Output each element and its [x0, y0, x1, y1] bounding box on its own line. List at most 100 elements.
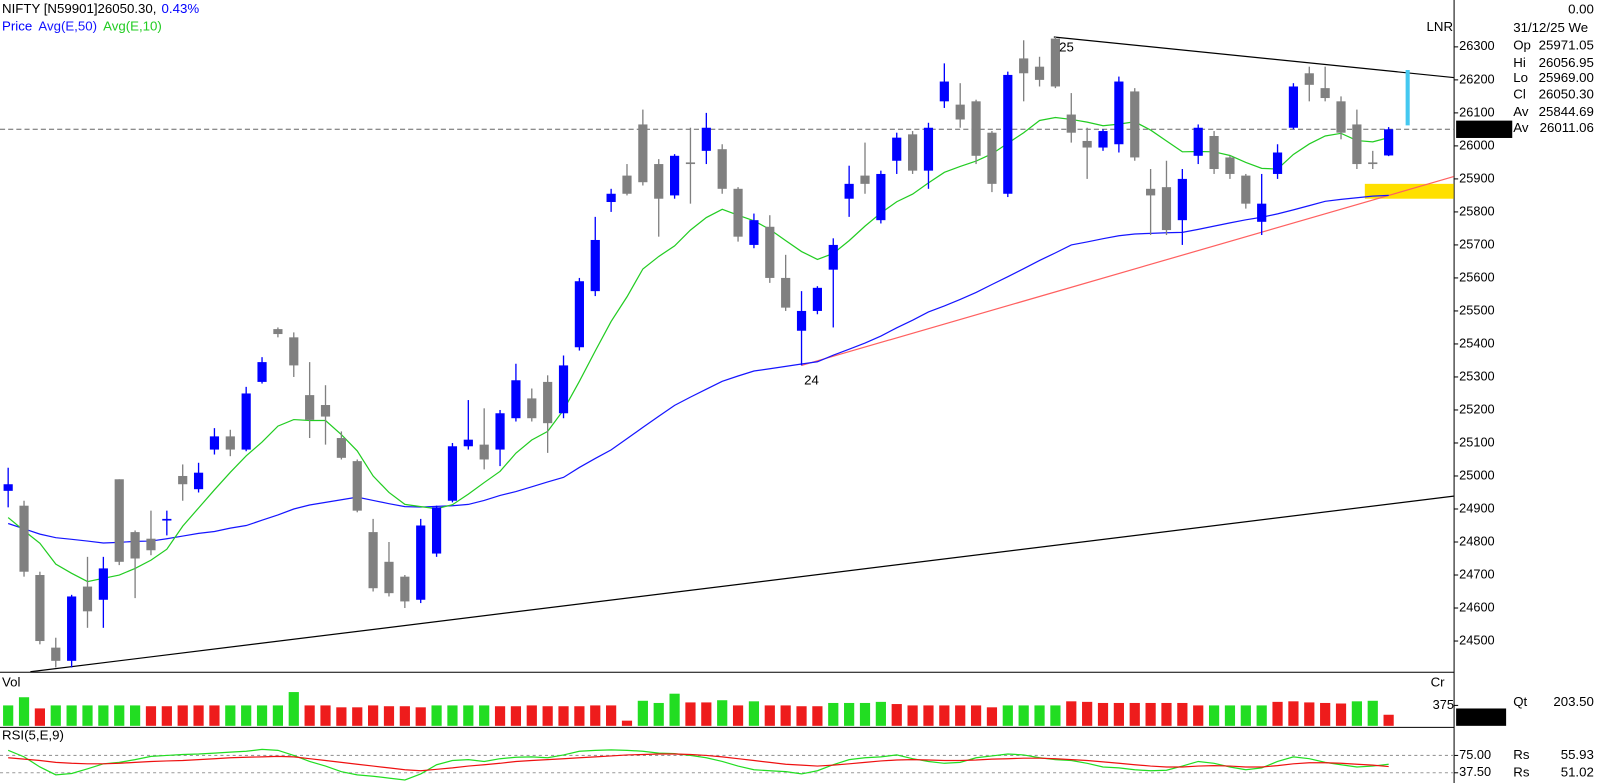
rsi-legend-value: 55.93	[1561, 747, 1594, 762]
candle-body	[765, 226, 775, 278]
value-tag	[1456, 120, 1513, 138]
pivot-label: 25	[1059, 39, 1074, 54]
candle-body	[447, 446, 458, 501]
candle-body	[82, 586, 93, 612]
y-tick-label: 24700	[1459, 566, 1494, 581]
y-tick-label: 24500	[1459, 632, 1494, 647]
candle-body	[162, 518, 172, 521]
candle-body	[130, 532, 140, 559]
value-tag-label: 26050.3	[1458, 121, 1504, 136]
rsi-legend: Rs	[1513, 747, 1530, 762]
volume-bar	[415, 707, 426, 726]
trendline	[30, 495, 1454, 673]
y-tick-label: 25300	[1459, 368, 1494, 383]
volume-bar	[383, 706, 395, 726]
candle-body	[1019, 58, 1029, 74]
volume-bar	[82, 705, 93, 726]
volume-bar	[3, 705, 14, 726]
volume-bar	[241, 705, 252, 726]
candle-body	[511, 380, 521, 419]
volume-bar	[368, 705, 379, 726]
volume-bar	[1113, 702, 1124, 726]
moving-average	[7, 194, 1389, 544]
candle-body	[384, 561, 394, 594]
candle-body	[1336, 101, 1346, 133]
candle-body	[1272, 152, 1283, 174]
candle-body	[1050, 38, 1060, 87]
volume-bar	[923, 705, 934, 726]
candle-body	[622, 175, 632, 194]
candle-body	[352, 461, 362, 511]
volume-legend: Qt	[1513, 694, 1527, 709]
volume-bar	[130, 705, 141, 726]
candle-body	[336, 438, 346, 458]
volume-bar	[606, 705, 617, 726]
candle-body	[479, 444, 489, 460]
candle-body	[1161, 187, 1172, 231]
candle-body	[1114, 81, 1124, 145]
volume-bar	[1161, 702, 1172, 726]
candle-body	[1304, 73, 1314, 85]
candle-body	[971, 101, 981, 156]
candle-body	[717, 149, 727, 189]
volume-bar	[431, 705, 442, 726]
candle-body	[606, 193, 616, 203]
volume-bar	[447, 705, 458, 726]
candle-body	[638, 124, 648, 183]
volume-bar	[701, 702, 712, 726]
volume-bar	[939, 705, 950, 726]
candle-body	[146, 538, 156, 551]
pivot-label: 24	[804, 372, 819, 387]
volume-bar	[1066, 701, 1077, 726]
info-value: 25844.69	[1539, 104, 1594, 119]
candle-body	[654, 164, 664, 199]
candle-body	[796, 310, 807, 331]
volume-bar	[1034, 705, 1045, 726]
candle-body	[3, 484, 13, 491]
header: NIFTY [N59901]26050.30, 0.43%	[2, 1, 199, 16]
volume-bar	[875, 701, 886, 726]
candle-body	[1241, 175, 1251, 204]
y-tick-label: 24800	[1459, 533, 1494, 548]
candle-body	[876, 173, 886, 221]
volume-bar	[1367, 700, 1378, 726]
volume-bar	[1288, 701, 1299, 726]
volume-bar	[780, 705, 791, 726]
candle-body	[1098, 131, 1108, 148]
candle-body	[19, 505, 29, 572]
volume-bar	[272, 705, 284, 726]
value-tag	[1456, 708, 1507, 726]
volume-bar	[50, 705, 61, 726]
candle-body	[1003, 74, 1013, 194]
candle-body	[685, 162, 696, 165]
candle-body	[289, 337, 299, 366]
volume-bar	[399, 706, 410, 726]
trendline	[1053, 36, 1454, 79]
candle-body	[939, 81, 949, 102]
candle-body	[923, 127, 934, 171]
volume-bar	[463, 705, 474, 726]
rsi-line	[8, 753, 1389, 772]
candle-body	[51, 647, 61, 661]
y-tick-label: 25600	[1459, 269, 1494, 284]
volume-bar	[1320, 702, 1331, 726]
candle-body	[178, 475, 188, 485]
candle-body	[590, 239, 600, 292]
candle-body	[1288, 86, 1299, 128]
volume-bar	[574, 706, 585, 726]
rsi-legend: Rs	[1513, 764, 1530, 779]
info-value: 26011.06	[1540, 120, 1594, 135]
legend-entry: Avg(E,10)	[103, 18, 162, 33]
y-tick-label: 25100	[1459, 434, 1494, 449]
volume-bar	[653, 702, 664, 726]
candle-body	[305, 395, 315, 420]
y-tick-label: 26300	[1459, 38, 1494, 53]
volume-bar	[225, 705, 236, 726]
volume-bar	[256, 705, 268, 726]
candle-body	[1130, 91, 1140, 158]
candle-body	[193, 472, 204, 490]
candle-body	[241, 393, 251, 450]
volume-bar	[1129, 702, 1140, 726]
volume-bar	[1335, 703, 1347, 726]
candle-body	[543, 381, 553, 424]
